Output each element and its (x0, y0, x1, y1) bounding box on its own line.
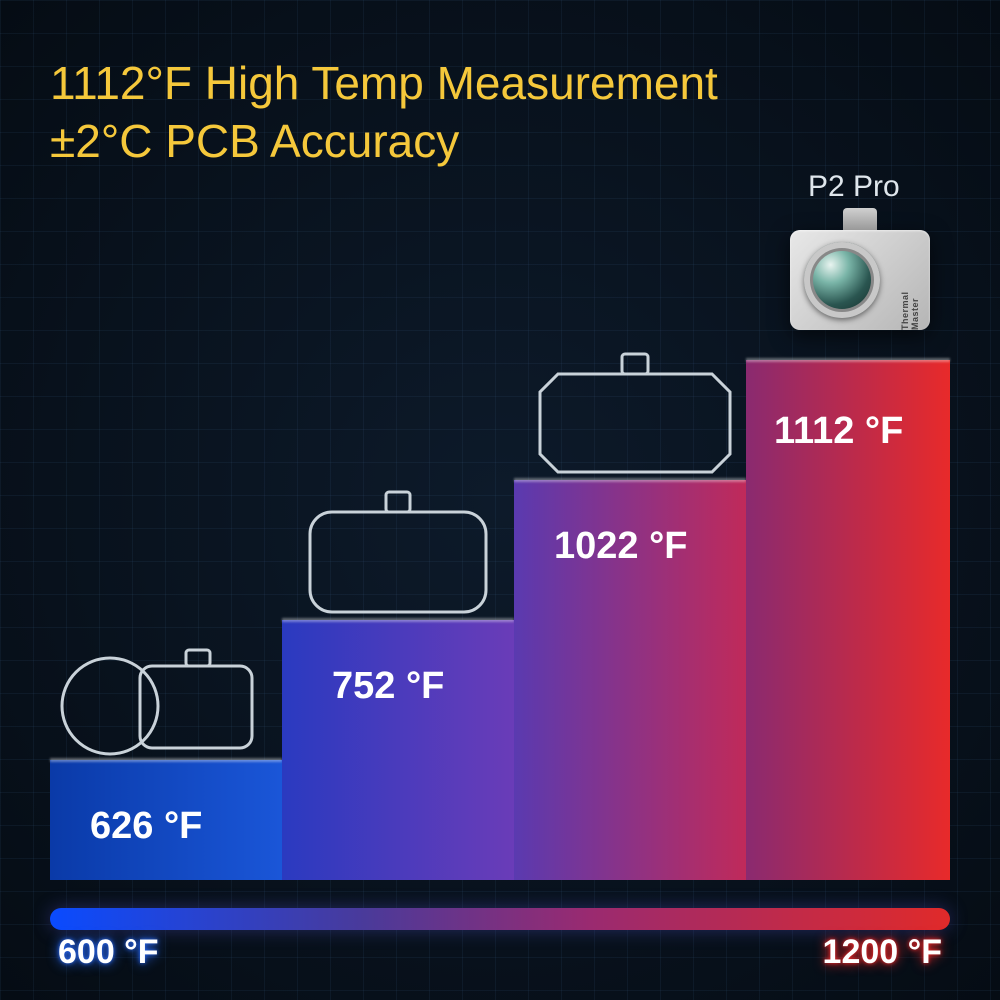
step-chart: 626 °F 752 °F 1022 °F 1112 °F (0, 260, 1000, 880)
camera-outline-2 (298, 478, 498, 618)
bar-626: 626 °F (50, 760, 282, 880)
bar-1112: 1112 °F (746, 360, 950, 880)
temp-scale-track (50, 908, 950, 930)
bar-label-1022: 1022 °F (554, 525, 688, 568)
product-label: P2 Pro (808, 170, 900, 204)
scale-max-label: 1200 °F (823, 933, 942, 972)
headline-line1: 1112°F High Temp Measurement (50, 55, 718, 113)
scale-min-label: 600 °F (58, 933, 159, 972)
camera-outline-1 (60, 628, 260, 758)
bar-label-626: 626 °F (90, 805, 202, 848)
bar-1022: 1022 °F (514, 480, 746, 880)
headline: 1112°F High Temp Measurement ±2°C PCB Ac… (50, 55, 718, 170)
bar-label-752: 752 °F (332, 665, 444, 708)
bar-label-1112: 1112 °F (774, 410, 903, 453)
bar-752: 752 °F (282, 620, 514, 880)
camera-outline-3 (530, 338, 740, 478)
headline-line2: ±2°C PCB Accuracy (50, 113, 718, 171)
